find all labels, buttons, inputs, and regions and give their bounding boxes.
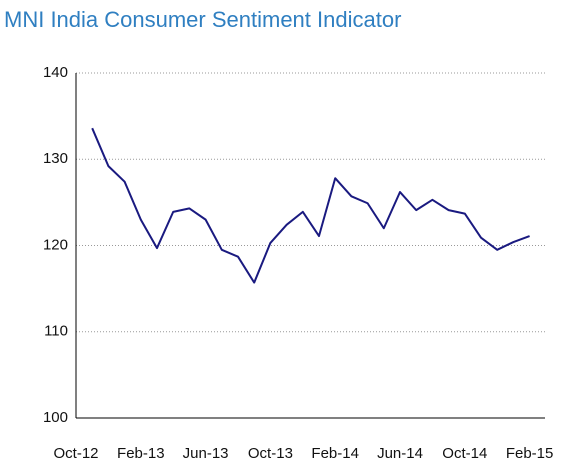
y-tick-label: 100 <box>43 409 68 426</box>
chart-title: MNI India Consumer Sentiment Indicator <box>4 7 401 32</box>
x-tick-label: Oct-12 <box>53 445 98 462</box>
x-tick-label: Jun-14 <box>377 445 423 462</box>
y-tick-label: 120 <box>43 236 68 253</box>
line-series <box>91 127 530 284</box>
x-tick-label: Feb-14 <box>311 445 359 462</box>
x-tick-label: Feb-13 <box>117 445 165 462</box>
y-tick-label: 130 <box>43 150 68 167</box>
x-tick-label: Oct-13 <box>248 445 293 462</box>
y-tick-label: 110 <box>44 323 68 340</box>
x-tick-label: Feb-15 <box>506 445 554 462</box>
y-tick-label: 140 <box>43 64 68 81</box>
x-tick-label: Jun-13 <box>183 445 229 462</box>
x-tick-label: Oct-14 <box>442 445 487 462</box>
